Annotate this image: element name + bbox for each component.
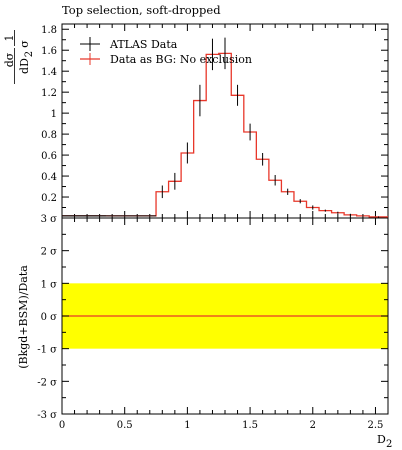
xtick-label: 2.5 xyxy=(368,420,384,431)
main-ytick-label: 1 xyxy=(51,109,57,120)
xtick-label: 0.5 xyxy=(117,420,133,431)
xtick-label: 2 xyxy=(310,420,316,431)
main-ytick-label: 1.2 xyxy=(41,88,57,99)
legend: ATLAS Data Data as BG: No exclusion xyxy=(80,37,252,66)
ratio-ytick-label: -2 σ xyxy=(37,377,57,388)
legend-label-mc: Data as BG: No exclusion xyxy=(110,53,252,66)
main-ytick-label: 0.2 xyxy=(41,193,57,204)
chart-title: Top selection, soft-dropped xyxy=(62,3,221,17)
main-panel: 0.2 0.4 0.6 0.8 1 1.2 1.4 1.6 1.8 xyxy=(41,23,389,219)
ylabel-den-sub: 2 xyxy=(24,51,35,57)
ratio-ylabel: (Bkgd+BSM)/Data xyxy=(17,265,30,369)
ratio-ytick-label: 1 σ xyxy=(41,279,58,290)
ratio-ytick-label: 3 σ xyxy=(41,214,58,225)
data-point xyxy=(62,215,157,217)
main-ytick-label: 1.8 xyxy=(41,25,57,36)
xlabel-sub: 2 xyxy=(386,439,392,450)
ylabel-num-left: 1 xyxy=(3,35,16,42)
ylabel-den-left: σ xyxy=(18,40,31,48)
main-ytick-label: 1.6 xyxy=(41,46,57,57)
legend-entry-mc: Data as BG: No exclusion xyxy=(80,53,252,66)
xtick-label: 0 xyxy=(59,420,65,431)
main-ytick-label: 1.4 xyxy=(41,67,57,78)
legend-label-data: ATLAS Data xyxy=(109,38,178,51)
main-ytick-label: 0.8 xyxy=(41,130,57,141)
main-ytick-label: 0.6 xyxy=(41,151,57,162)
ratio-ytick-label: -3 σ xyxy=(37,410,57,421)
main-ylabel: 1 σ dσ dD 2 xyxy=(3,30,35,84)
xlabel: D xyxy=(377,433,386,446)
ratio-ytick-label: 0 σ xyxy=(41,312,58,323)
main-ytick-label: 0.4 xyxy=(41,172,57,183)
mc-step-line xyxy=(62,52,388,218)
ylabel-num-right: dσ xyxy=(3,52,16,67)
ratio-ytick-label: 2 σ xyxy=(41,247,58,258)
ylabel-den-right: dD xyxy=(18,58,31,74)
ratio-panel: 3 σ 2 σ 1 σ 0 σ -1 σ -2 σ -3 σ0 0.5 1 1.5 2 2.5 xyxy=(37,214,389,431)
xtick-label: 1 xyxy=(184,420,190,431)
xtick-label: 1.5 xyxy=(242,420,258,431)
ratio-ytick-label: -1 σ xyxy=(37,345,57,356)
legend-entry-data: ATLAS Data xyxy=(80,37,178,51)
